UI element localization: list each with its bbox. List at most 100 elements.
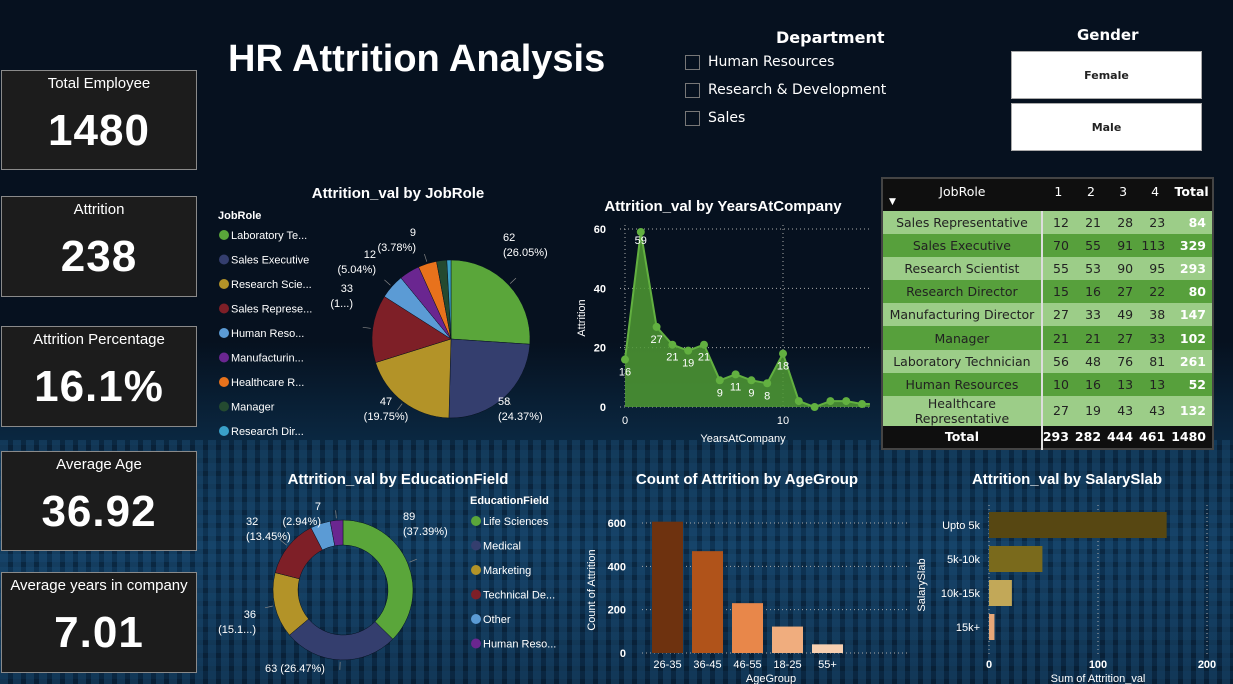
chart-title: Count of Attrition by AgeGroup xyxy=(636,471,858,488)
table-row[interactable]: Human Resources 10 16 13 13 52 xyxy=(882,372,1213,396)
leader-line xyxy=(264,605,273,609)
data-label: 21 xyxy=(666,352,678,364)
table-cell: 113 xyxy=(1139,234,1172,258)
row-total: 132 xyxy=(1171,395,1213,426)
legend-marker xyxy=(219,377,229,387)
pie-slice xyxy=(342,519,414,640)
kpi-attrition: Attrition 238 xyxy=(1,196,197,297)
table-row[interactable]: Research Director 15 16 27 22 80 xyxy=(882,280,1213,304)
table-cell: 76 xyxy=(1107,349,1140,373)
row-total: 102 xyxy=(1171,326,1213,350)
col-header: 3 xyxy=(1107,178,1140,211)
data-label: 89 xyxy=(403,511,415,523)
table-row[interactable]: Research Scientist 55 53 90 95 293 xyxy=(882,257,1213,281)
total-cell: 444 xyxy=(1107,425,1140,449)
table-cell: 13 xyxy=(1107,372,1140,396)
x-tick-label: 55+ xyxy=(818,659,837,671)
table-cell: 12 xyxy=(1041,211,1075,235)
col-header: 1 xyxy=(1041,178,1075,211)
department-option-sales[interactable]: Sales xyxy=(685,110,745,126)
row-header: Sales Executive xyxy=(882,234,1043,258)
y-tick-label: 10k-15k xyxy=(941,588,981,600)
department-option-rd[interactable]: Research & Development xyxy=(685,82,886,98)
department-option-hr[interactable]: Human Resources xyxy=(685,54,834,70)
table-cell: 16 xyxy=(1074,280,1108,304)
data-label: (5.04%) xyxy=(337,264,376,276)
kpi-label: Average years in company xyxy=(10,577,188,594)
checkbox[interactable] xyxy=(685,54,700,70)
x-tick-label: 18-25 xyxy=(773,659,801,671)
checkbox[interactable] xyxy=(685,110,700,126)
data-label: (26.05%) xyxy=(503,247,548,259)
table-cell: 81 xyxy=(1139,349,1172,373)
bar xyxy=(652,521,683,653)
table-row[interactable]: Healthcare Representative 27 19 43 43 132 xyxy=(882,395,1213,426)
table-cell: 33 xyxy=(1139,326,1172,350)
table-cell: 55 xyxy=(1041,257,1075,281)
table-cell: 49 xyxy=(1107,303,1140,327)
table-row[interactable]: Manufacturing Director 27 33 49 38 147 xyxy=(882,303,1213,327)
kpi-value: 7.01 xyxy=(54,608,144,657)
kpi-label: Average Age xyxy=(56,456,142,473)
table-cell: 13 xyxy=(1139,372,1172,396)
table-row[interactable]: Sales Representative 12 21 28 23 84 xyxy=(882,211,1213,235)
data-label: (24.37%) xyxy=(498,411,543,423)
legend-marker xyxy=(471,516,481,526)
table-cell: 21 xyxy=(1041,326,1075,350)
row-header: Research Scientist xyxy=(882,257,1043,281)
data-label: (2.94%) xyxy=(282,516,321,528)
row-total: 84 xyxy=(1171,211,1213,235)
data-label: 21 xyxy=(698,352,710,364)
legend-marker xyxy=(219,230,229,240)
row-header: Laboratory Technician xyxy=(882,349,1043,373)
x-tick-label: 26-35 xyxy=(653,659,681,671)
col-header: 2 xyxy=(1074,178,1108,211)
legend-marker xyxy=(219,352,229,363)
row-header: Manager xyxy=(882,326,1043,350)
kpi-attrition-percentage: Attrition Percentage 16.1% xyxy=(1,326,197,427)
y-tick-label: 600 xyxy=(608,518,626,530)
option-label: Human Resources xyxy=(708,54,835,70)
table-row[interactable]: Sales Executive 70 55 91 113 329 xyxy=(882,234,1213,258)
gender-male-button[interactable]: Male xyxy=(1011,103,1202,151)
checkbox[interactable] xyxy=(685,82,700,98)
x-tick-label: 10 xyxy=(777,415,789,427)
data-label: 47 xyxy=(380,396,392,408)
bar xyxy=(772,626,803,653)
table-cell: 38 xyxy=(1139,303,1172,327)
data-label: 9 xyxy=(410,227,416,239)
legend-marker xyxy=(471,540,481,551)
gender-female-button[interactable]: Female xyxy=(1011,51,1202,99)
data-label: (13.45%) xyxy=(246,531,291,543)
total-cell: 461 xyxy=(1139,425,1172,449)
table-row[interactable]: Manager 21 21 27 33 102 xyxy=(882,326,1213,350)
legend-item: Sales Executive xyxy=(231,255,309,267)
legend-item: Other xyxy=(483,614,511,626)
kpi-value: 1480 xyxy=(48,106,150,155)
legend-item: Sales Represe... xyxy=(231,304,312,316)
leader-line xyxy=(362,326,371,329)
table-row[interactable]: Laboratory Technician 56 48 76 81 261 xyxy=(882,349,1213,373)
bar xyxy=(989,546,1043,572)
table-cell: 90 xyxy=(1107,257,1140,281)
leader-line xyxy=(280,539,287,546)
table-cell: 55 xyxy=(1074,234,1108,258)
y-tick-label: 0 xyxy=(620,648,626,660)
y-tick-label: 5k-10k xyxy=(947,554,981,566)
col-header-label: JobRole xyxy=(939,184,986,199)
data-label: 9 xyxy=(748,387,754,399)
x-axis-title: Sum of Attrition_val xyxy=(1051,673,1146,684)
pie-slice xyxy=(448,338,531,419)
data-label: (15.1...) xyxy=(218,624,256,636)
sort-caret-icon[interactable]: ▼ xyxy=(889,197,896,207)
row-header: Research Director xyxy=(882,280,1043,304)
kpi-average-years: Average years in company 7.01 xyxy=(1,572,197,673)
kpi-average-age: Average Age 36.92 xyxy=(1,451,197,551)
x-tick-label: 200 xyxy=(1198,659,1216,671)
y-tick-label: 15k+ xyxy=(956,622,980,634)
col-header-jobrole[interactable]: JobRole ▼ xyxy=(882,178,1042,211)
row-total: 261 xyxy=(1171,349,1213,373)
total-cell: 1480 xyxy=(1171,425,1213,449)
row-total: 52 xyxy=(1171,372,1213,396)
page-title: HR Attrition Analysis xyxy=(228,38,606,80)
